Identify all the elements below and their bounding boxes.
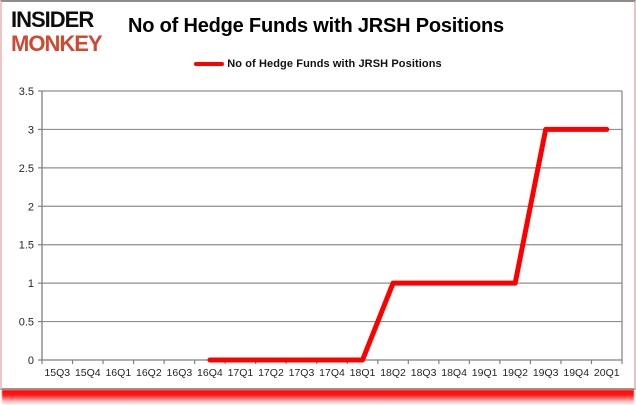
gridlines xyxy=(42,90,622,323)
chart-title: No of Hedge Funds with JRSH Positions xyxy=(128,15,504,37)
x-axis-labels: 15Q3 15Q4 16Q1 16Q2 16Q3 16Q4 17Q1 17Q2 17Q3 17Q4… xyxy=(44,367,619,379)
svg-text:16Q2: 16Q2 xyxy=(136,367,162,379)
bottom-red-glow-border xyxy=(2,390,634,405)
logo-word-monkey: MONKEY xyxy=(11,31,103,56)
svg-text:0.5: 0.5 xyxy=(19,317,34,329)
svg-text:17Q1: 17Q1 xyxy=(228,367,254,379)
legend: No of Hedge Funds with JRSH Positions xyxy=(2,58,634,70)
svg-text:16Q4: 16Q4 xyxy=(197,367,223,379)
legend-label: No of Hedge Funds with JRSH Positions xyxy=(227,58,442,70)
line-chart-canvas: 0 0.5 1 1.5 2 2.5 3 3.5 15Q3 15Q4 16Q1 16Q2 16Q3 16Q4… xyxy=(19,86,623,379)
svg-text:0: 0 xyxy=(28,355,34,367)
insider-monkey-logo: INSIDER MONKEY xyxy=(11,7,103,56)
chart-content-area: 0 0.5 1 1.5 2 2.5 3 3.5 15Q3 15Q4 16Q1 16Q2 16Q3 16Q4… xyxy=(0,0,636,390)
svg-text:2: 2 xyxy=(28,201,34,213)
y-axis-labels: 0 0.5 1 1.5 2 2.5 3 3.5 xyxy=(19,86,34,367)
svg-text:20Q1: 20Q1 xyxy=(594,367,620,379)
svg-text:18Q4: 18Q4 xyxy=(441,367,467,379)
svg-text:16Q1: 16Q1 xyxy=(105,367,131,379)
svg-text:18Q2: 18Q2 xyxy=(380,367,406,379)
svg-text:18Q1: 18Q1 xyxy=(350,367,376,379)
svg-text:17Q4: 17Q4 xyxy=(319,367,345,379)
svg-text:15Q3: 15Q3 xyxy=(44,367,70,379)
svg-text:1.5: 1.5 xyxy=(19,240,34,252)
svg-text:15Q4: 15Q4 xyxy=(75,367,101,379)
series-line xyxy=(207,126,610,363)
chart-header: INSIDER MONKEY No of Hedge Funds with JR… xyxy=(2,2,634,60)
svg-text:19Q1: 19Q1 xyxy=(472,367,498,379)
svg-text:17Q3: 17Q3 xyxy=(289,367,315,379)
svg-text:2.5: 2.5 xyxy=(19,163,34,175)
svg-text:17Q2: 17Q2 xyxy=(258,367,284,379)
svg-text:16Q3: 16Q3 xyxy=(167,367,193,379)
svg-text:18Q3: 18Q3 xyxy=(411,367,437,379)
svg-text:1: 1 xyxy=(28,278,34,290)
logo-word-insider: INSIDER xyxy=(11,7,94,32)
svg-text:3.5: 3.5 xyxy=(19,86,34,98)
axes xyxy=(38,90,623,364)
svg-text:3: 3 xyxy=(28,124,34,136)
legend-line-swatch xyxy=(194,62,225,66)
svg-text:19Q4: 19Q4 xyxy=(563,367,589,379)
svg-text:19Q3: 19Q3 xyxy=(533,367,559,379)
svg-text:19Q2: 19Q2 xyxy=(502,367,528,379)
